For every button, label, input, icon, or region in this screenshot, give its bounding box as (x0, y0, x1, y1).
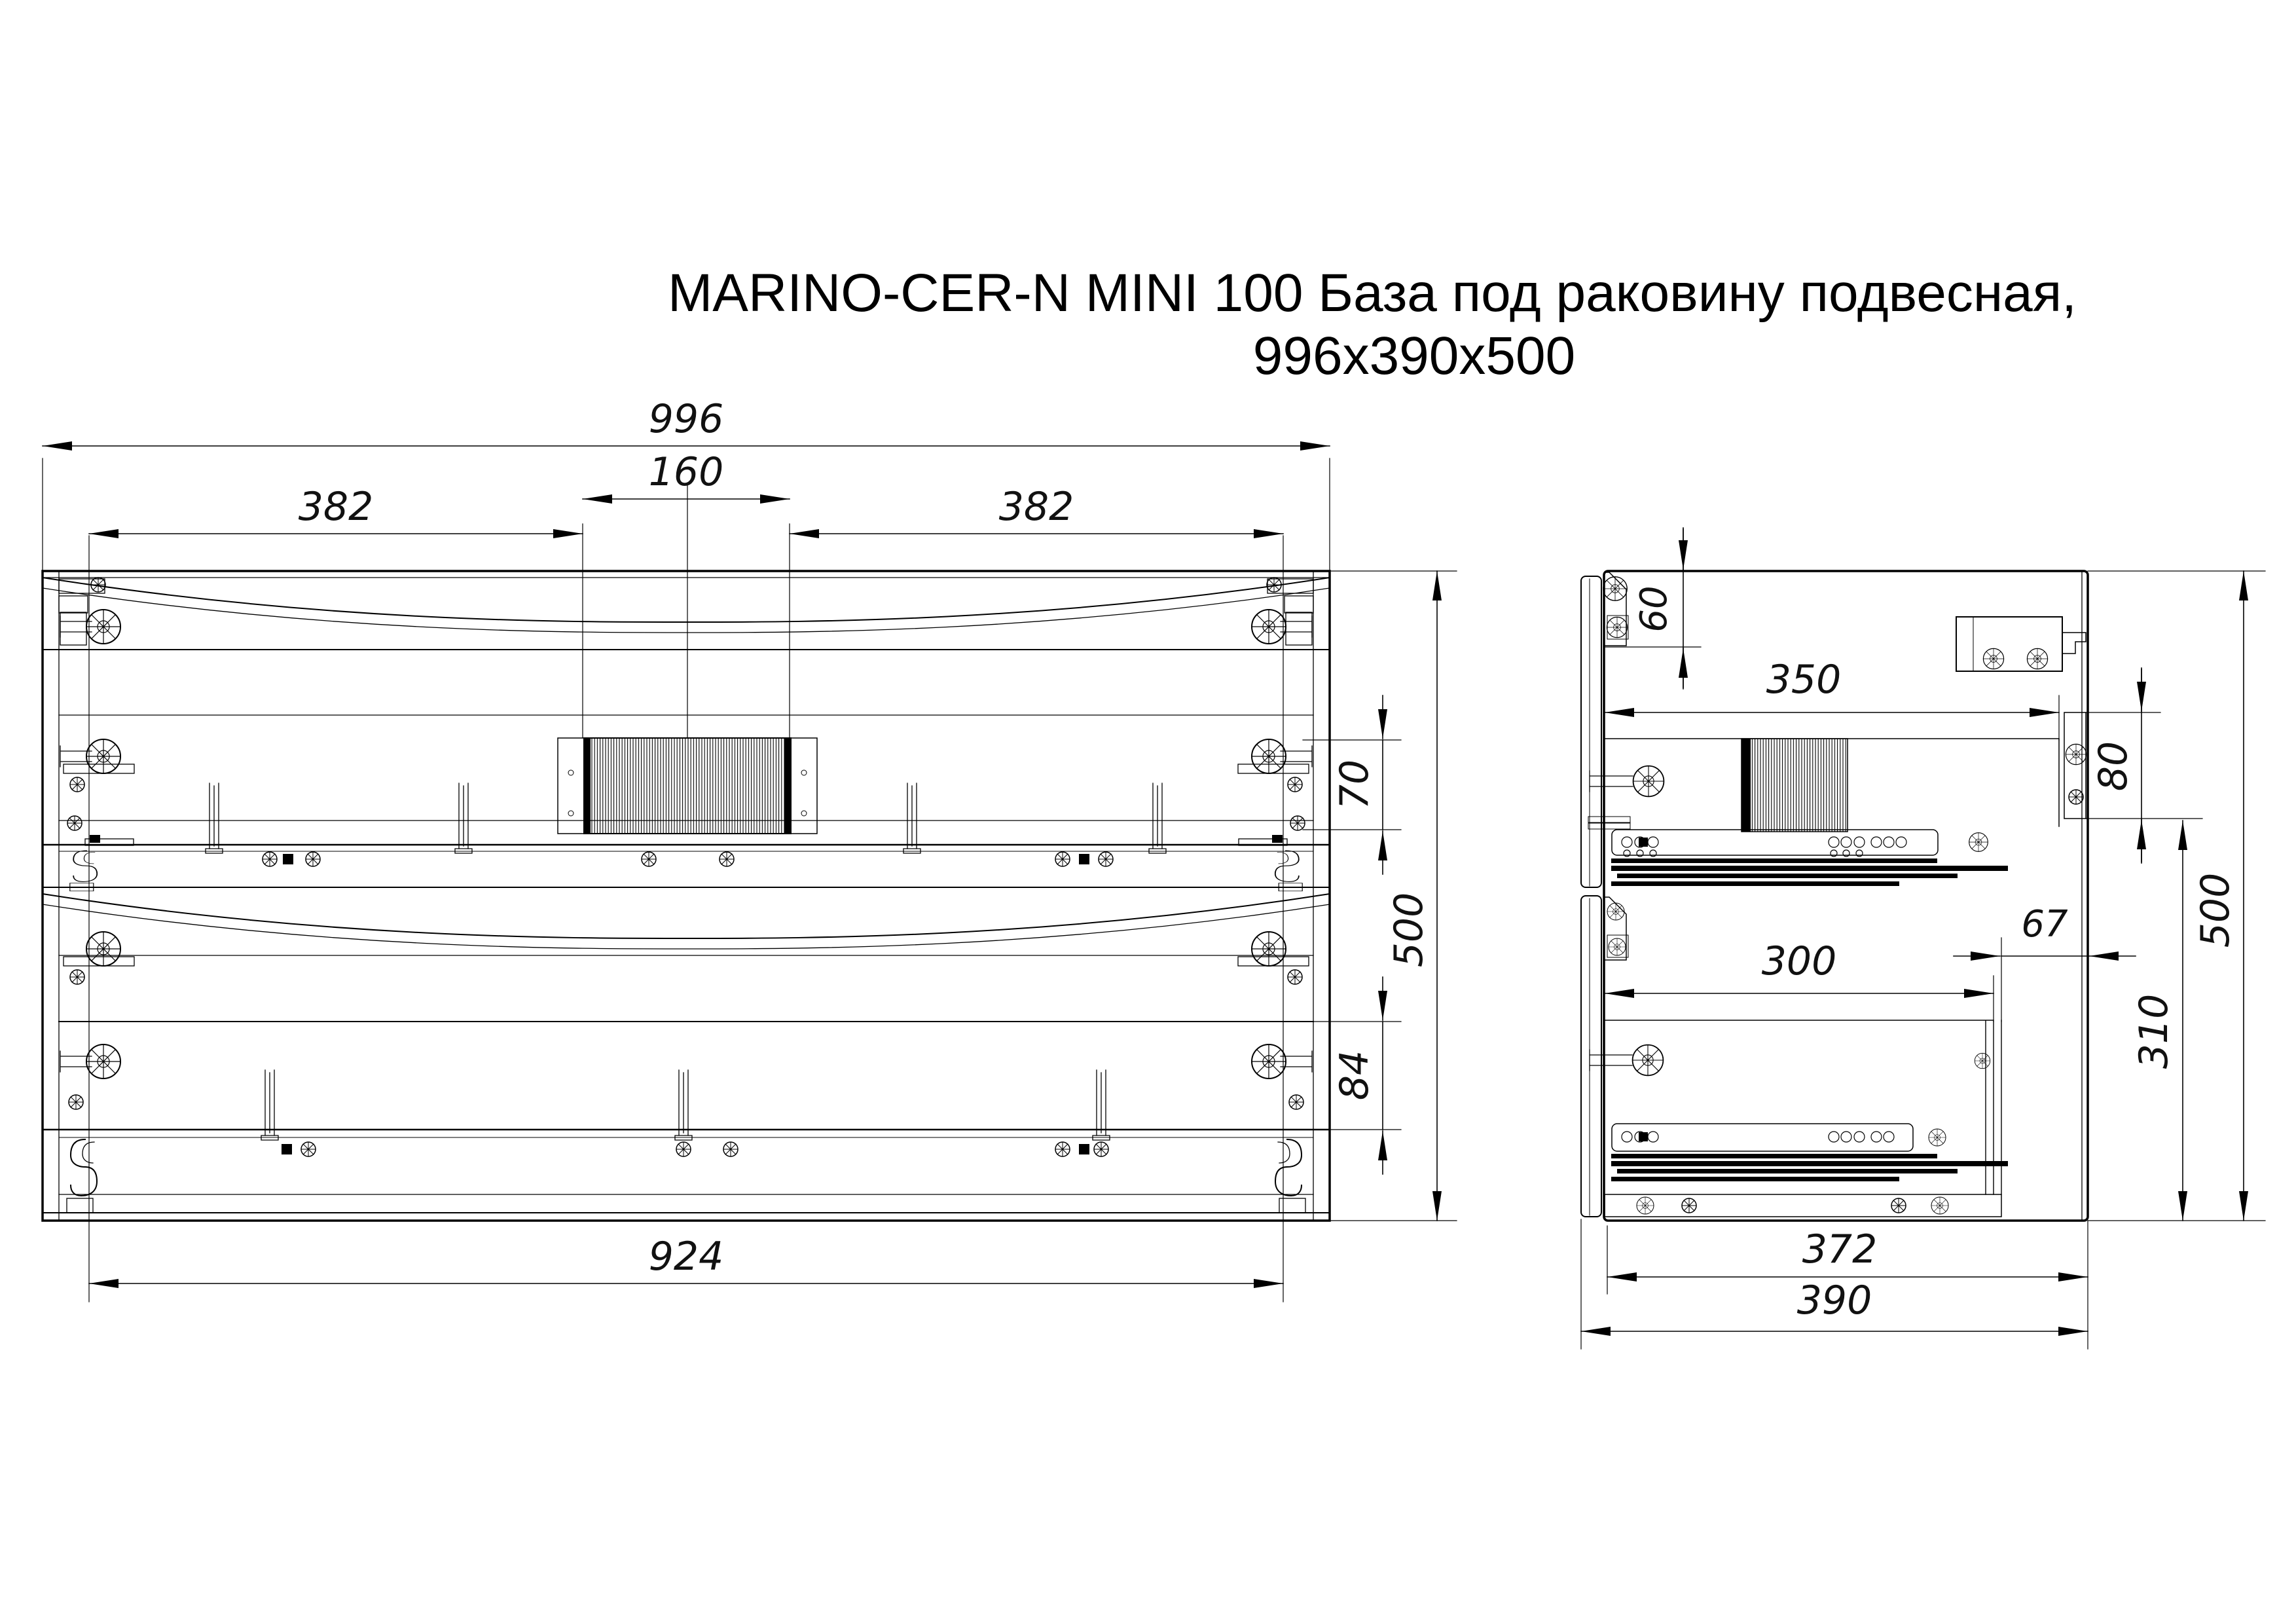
dim-label-382-left: 382 (299, 484, 374, 530)
lower-suspension-bracket (1604, 896, 1629, 961)
upper-drawer-slide (1611, 829, 2008, 886)
side-view (1580, 527, 2266, 1350)
dim-label-310: 310 (2131, 994, 2177, 1069)
left-hardware-column (58, 577, 135, 1110)
screw-icon (1974, 1052, 1991, 1069)
right-hardware-column (1237, 577, 1314, 1110)
side-carcass-outline (1603, 570, 2089, 1222)
front-carcass-outline (41, 570, 1331, 1222)
dim-label-70: 70 (1332, 760, 1377, 809)
dim-label-160: 160 (649, 449, 724, 495)
lower-front-edge (1580, 895, 1602, 1217)
bottom-band (1604, 1194, 2002, 1217)
dim-label-80: 80 (2090, 741, 2136, 791)
dim-label-350: 350 (1766, 657, 1842, 703)
upper-slide-screws (262, 851, 1114, 867)
dim-label-500-front: 500 (1386, 893, 1432, 968)
dim-label-382-right: 382 (999, 484, 1074, 530)
front-view (41, 441, 1457, 1302)
siphon-cutout-hatch-side (1741, 738, 1848, 832)
dim-label-996: 996 (649, 396, 724, 442)
post-icon (1148, 783, 1167, 854)
rear-bracket (2064, 712, 2203, 819)
front-extension-lines (42, 458, 1457, 1302)
post-icon (903, 783, 921, 854)
bottom-right-bracket-icon (1275, 1139, 1306, 1213)
lower-drawer-slide (1611, 1123, 2008, 1181)
screw-icon (1631, 1044, 1664, 1077)
mid-right-bracket-icon (1274, 850, 1303, 892)
mid-left-bracket-icon (69, 850, 98, 892)
upper-front-edge (1580, 576, 1602, 888)
screw-icon (1632, 765, 1665, 798)
dim-label-300: 300 (1762, 938, 1837, 984)
hook-icon (2062, 632, 2086, 654)
lower-drawer-curve (41, 893, 1331, 939)
dimension-labels: 996 160 382 382 924 70 84 500 60 350 80 … (299, 396, 2238, 1323)
dim-label-372: 372 (1802, 1227, 1878, 1272)
title-line-2: 996x390x500 (1252, 326, 1576, 386)
dim-label-924: 924 (649, 1234, 724, 1280)
dim-label-67: 67 (2021, 903, 2068, 946)
side-dimension-lines (1580, 527, 2248, 1336)
lower-slide-screws (282, 1141, 1109, 1157)
dim-label-84: 84 (1332, 1050, 1377, 1100)
wall-bracket (1956, 616, 2086, 672)
post-icon (205, 783, 223, 854)
dim-label-60: 60 (1633, 585, 1675, 632)
post-icon (454, 783, 473, 854)
upper-drawer-curve (41, 576, 1331, 623)
front-dimension-lines (42, 441, 1442, 1288)
dim-label-500-side: 500 (2193, 873, 2238, 948)
bottom-left-bracket-icon (66, 1139, 98, 1213)
siphon-cutout-hatch-front (583, 737, 792, 834)
top-suspension-bracket (1603, 572, 1702, 648)
dim-label-390: 390 (1797, 1278, 1872, 1323)
